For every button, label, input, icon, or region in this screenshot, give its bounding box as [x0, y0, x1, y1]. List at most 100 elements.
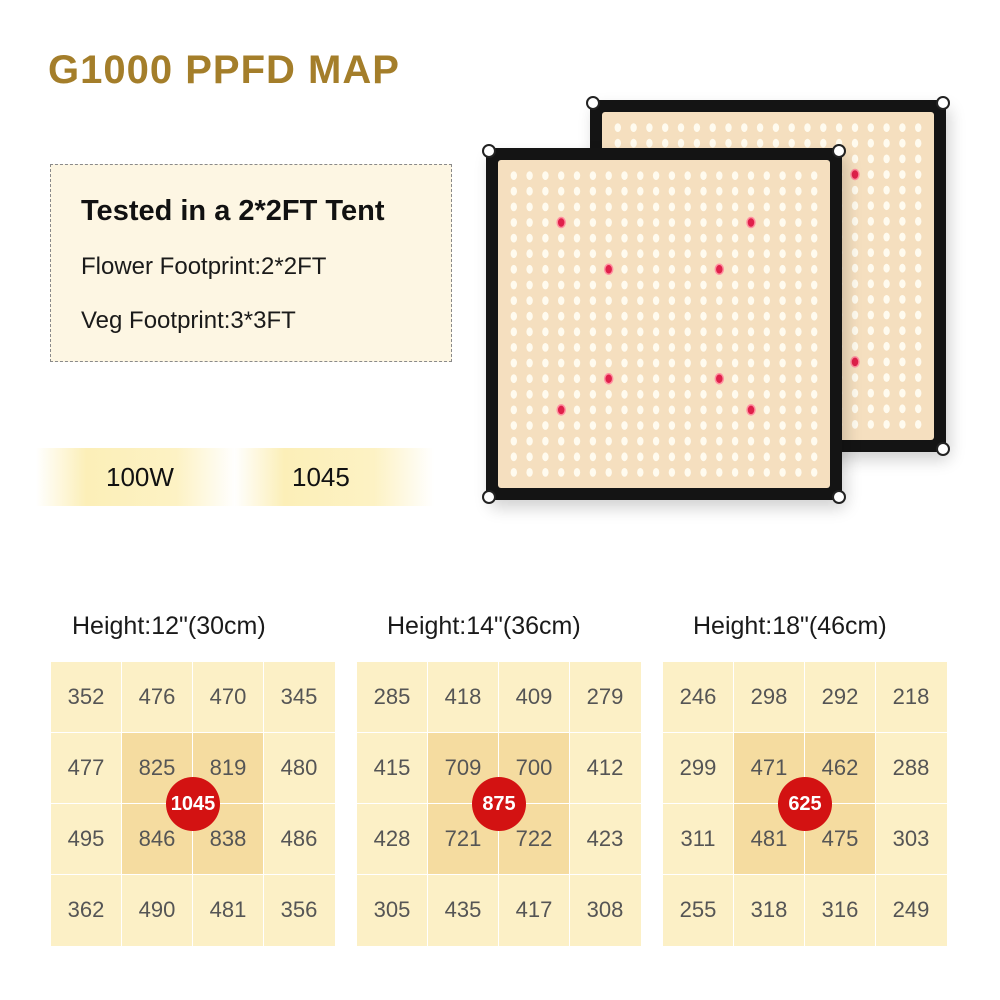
white-led-chip [788, 138, 795, 148]
led-array [510, 171, 818, 477]
white-led-chip [510, 436, 517, 446]
white-led-chip [779, 280, 786, 290]
white-led-chip [589, 280, 597, 290]
white-led-chip [526, 249, 533, 259]
white-led-chip [684, 358, 691, 368]
white-led-chip [867, 388, 874, 398]
white-led-chip [795, 436, 802, 446]
white-led-chip [621, 421, 628, 430]
white-led-chip [772, 138, 780, 148]
white-led-chip [747, 202, 755, 212]
white-led-chip [652, 202, 660, 212]
white-led-chip [668, 296, 676, 305]
white-led-chip [700, 186, 707, 196]
white-led-chip [526, 327, 533, 337]
white-led-chip [883, 232, 890, 242]
white-led-chip [811, 389, 818, 399]
white-led-chip [510, 421, 517, 430]
white-led-chip [731, 468, 739, 477]
ppfd-cell: 423 [586, 826, 624, 851]
white-led-chip [526, 296, 533, 305]
white-led-chip [899, 263, 906, 273]
white-led-chip [867, 326, 874, 336]
white-led-chip [915, 138, 922, 148]
white-led-chip [652, 311, 660, 321]
grid-divider [663, 874, 947, 875]
white-led-chip [763, 468, 770, 477]
white-led-chip [731, 202, 739, 212]
white-led-chip [684, 218, 691, 227]
white-led-chip [526, 171, 533, 180]
white-led-chip [820, 123, 827, 132]
white-led-chip [637, 202, 644, 212]
white-led-chip [899, 404, 906, 414]
white-led-chip [731, 358, 739, 368]
ppfd-cell: 481 [209, 897, 247, 922]
white-led-chip [668, 358, 676, 368]
white-led-chip [652, 374, 660, 384]
white-led-chip [716, 468, 723, 477]
white-led-chip [763, 218, 770, 227]
white-led-chip [621, 311, 628, 321]
screw-hole-icon [936, 96, 950, 110]
white-led-chip [716, 296, 723, 305]
grid-divider [51, 732, 335, 733]
white-led-chip [684, 186, 691, 196]
white-led-chip [510, 311, 517, 321]
white-led-chip [510, 296, 517, 305]
white-led-chip [605, 358, 612, 368]
white-led-chip [811, 436, 818, 446]
white-led-chip [731, 171, 739, 180]
white-led-chip [589, 311, 597, 321]
white-led-chip [899, 232, 906, 242]
white-led-chip [700, 233, 707, 243]
white-led-chip [646, 138, 653, 148]
white-led-chip [867, 263, 874, 273]
white-led-chip [731, 186, 739, 196]
white-led-chip [510, 374, 517, 384]
white-led-chip [684, 264, 691, 274]
veg-footprint: Veg Footprint:3*3FT [81, 307, 296, 334]
test-info-heading: Tested in a 2*2FT Tent [81, 195, 385, 227]
white-led-chip [605, 311, 612, 321]
white-led-chip [526, 311, 533, 321]
white-led-chip [637, 264, 644, 274]
white-led-chip [573, 233, 581, 243]
white-led-chip [573, 436, 581, 446]
white-led-chip [851, 404, 859, 414]
ppfd-cell: 470 [209, 684, 247, 709]
red-led-chip [603, 372, 614, 385]
white-led-chip [915, 326, 922, 336]
white-led-chip [867, 216, 874, 226]
grid-divider [663, 732, 947, 733]
white-led-chip [747, 171, 755, 180]
white-led-chip [684, 296, 691, 305]
white-led-chip [652, 218, 660, 227]
white-led-chip [542, 436, 549, 446]
white-led-chip [779, 343, 786, 352]
white-led-chip [915, 232, 922, 242]
white-led-chip [731, 374, 739, 384]
white-led-chip [684, 405, 691, 415]
white-led-chip [747, 186, 755, 196]
white-led-chip [510, 280, 517, 290]
white-led-chip [684, 343, 691, 352]
white-led-chip [652, 233, 660, 243]
white-led-chip [716, 421, 723, 430]
white-led-chip [915, 310, 922, 320]
ppfd-cell: 318 [750, 897, 788, 922]
white-led-chip [851, 232, 859, 242]
white-led-chip [851, 138, 859, 148]
grid-divider [357, 874, 641, 875]
white-led-chip [899, 310, 906, 320]
white-led-chip [883, 310, 890, 320]
white-led-chip [867, 248, 874, 257]
white-led-chip [542, 171, 549, 180]
white-led-chip [652, 264, 660, 274]
white-led-chip [677, 138, 685, 148]
white-led-chip [605, 296, 612, 305]
white-led-chip [779, 436, 786, 446]
white-led-chip [589, 389, 597, 399]
white-led-chip [851, 388, 859, 398]
white-led-chip [510, 202, 517, 212]
